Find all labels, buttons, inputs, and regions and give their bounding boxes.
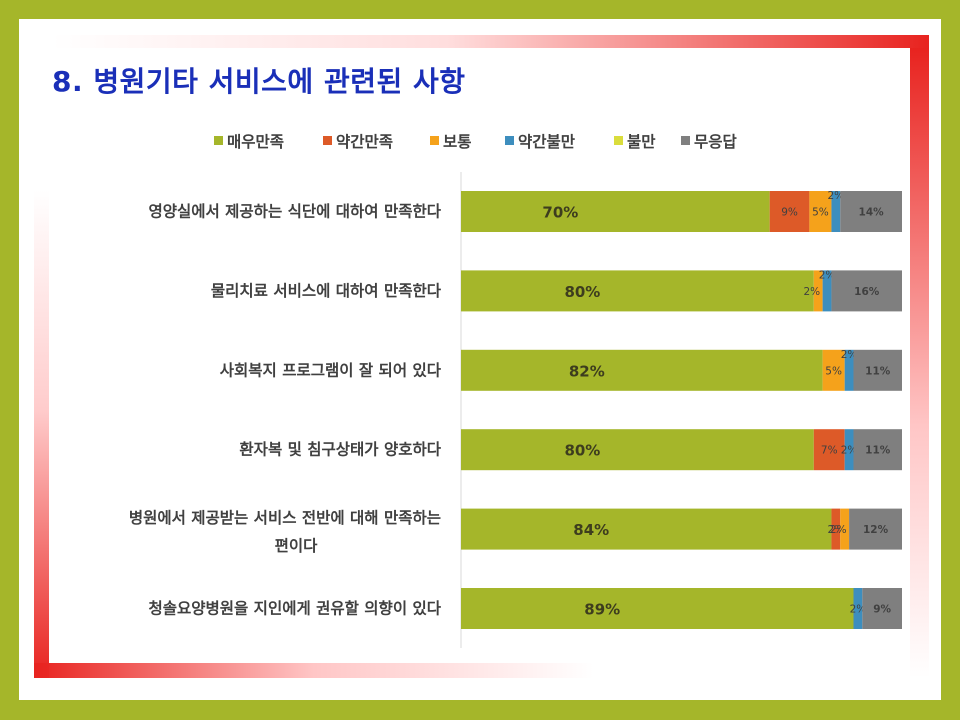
bar-segment xyxy=(853,429,902,471)
data-label: 2% xyxy=(828,524,845,536)
bar-row: 70% 9% 5% 2% 14% xyxy=(461,190,902,232)
data-label: 11% xyxy=(865,365,891,377)
legend-swatch xyxy=(614,136,623,145)
data-label: 82% xyxy=(569,362,605,380)
legend-swatch xyxy=(681,136,690,145)
data-label: 14% xyxy=(859,207,885,219)
category-label: 병원에서 제공받는 서비스 전반에 대해 만족하는 편이다 xyxy=(129,509,441,555)
data-label: 70% xyxy=(542,204,578,222)
bar-segment xyxy=(844,349,854,391)
frame-accent-top xyxy=(52,35,929,48)
bar-segment xyxy=(831,270,902,312)
legend-label: 보통 xyxy=(443,133,472,151)
bar-segment xyxy=(844,429,854,471)
data-label: 84% xyxy=(573,521,609,539)
chart-legend: 매우만족 약간만족 보통 약간불만 불만 무응답 xyxy=(214,132,738,151)
bar-row: 80% 2% 2% 16% xyxy=(461,269,902,312)
bar-segment xyxy=(461,588,854,629)
bar-row: 82% 5% 2% 11% xyxy=(461,349,902,391)
bar-row: 84% 2%2% 12% xyxy=(461,508,902,550)
bar-segment xyxy=(769,191,810,232)
legend-swatch xyxy=(505,136,514,145)
legend-label: 매우만족 xyxy=(227,133,284,151)
legend-label: 약간불만 xyxy=(518,132,576,151)
data-label: 2% xyxy=(819,269,836,281)
data-label: 5% xyxy=(812,207,829,219)
data-label: 16% xyxy=(854,286,880,298)
bar-segment xyxy=(862,588,902,629)
category-label: 물리치료 서비스에 대하여 만족한다 xyxy=(211,281,442,300)
bar-segment xyxy=(853,588,863,629)
bar-segment xyxy=(461,270,814,312)
bar-segment xyxy=(831,191,841,232)
bar-segment xyxy=(813,429,845,471)
category-label: 영양실에서 제공하는 식단에 대하여 만족한다 xyxy=(148,202,441,221)
category-label: 사회복지 프로그램이 잘 되어 있다 xyxy=(220,360,442,379)
data-label: 11% xyxy=(865,445,891,457)
page-title: 8. 병원기타 서비스에 관련된 사항 xyxy=(52,65,466,98)
legend-swatch xyxy=(214,136,223,145)
data-label: 80% xyxy=(564,442,600,460)
data-label: 12% xyxy=(863,524,889,536)
legend-label: 불만 xyxy=(627,133,656,151)
bar-segment xyxy=(461,349,823,391)
legend-swatch xyxy=(430,136,439,145)
data-label: 9% xyxy=(873,604,891,616)
category-label: 환자복 및 침구상태가 양호하다 xyxy=(239,440,441,459)
legend-swatch xyxy=(323,136,332,145)
bar-segment xyxy=(809,191,832,232)
data-label: 2% xyxy=(828,190,845,202)
bar-segment xyxy=(822,349,845,391)
frame-accent-right xyxy=(910,48,929,678)
bar-segment xyxy=(831,508,841,550)
bar-groups: 70% 9% 5%2%14%80% 2%2%16%82% 5%2%11%80% 7% 2% 1… xyxy=(461,190,902,629)
bar-segment xyxy=(849,508,902,550)
bar-segment xyxy=(840,508,850,550)
data-label: 2% xyxy=(830,524,847,536)
legend-label: 약간만족 xyxy=(336,132,393,151)
bar-segment xyxy=(853,349,902,391)
data-label: 2% xyxy=(841,445,858,457)
data-label: 2% xyxy=(841,349,858,361)
frame-accent-bottom xyxy=(34,663,594,678)
data-label: 7% xyxy=(821,445,838,457)
bar-row: 80% 7% 2% 11% xyxy=(461,429,902,471)
category-label: 청솔요양병원을 지인에게 권유할 의향이 있다 xyxy=(148,599,441,618)
data-label: 2% xyxy=(850,604,867,616)
bar-segment xyxy=(822,270,832,312)
data-label: 5% xyxy=(825,365,842,377)
data-label: 89% xyxy=(584,601,620,619)
bar-segment xyxy=(461,191,770,232)
frame-accent-left xyxy=(34,190,49,678)
legend-label: 무응답 xyxy=(694,132,738,151)
bar-segment xyxy=(840,191,902,232)
data-label: 80% xyxy=(564,283,600,301)
bar-segment xyxy=(461,429,814,471)
data-label: 2% xyxy=(803,286,820,298)
bar-segment xyxy=(813,270,823,312)
bar-row: 89% 2% 9% xyxy=(461,588,902,629)
data-label: 9% xyxy=(781,207,798,219)
bar-segment xyxy=(461,508,832,550)
